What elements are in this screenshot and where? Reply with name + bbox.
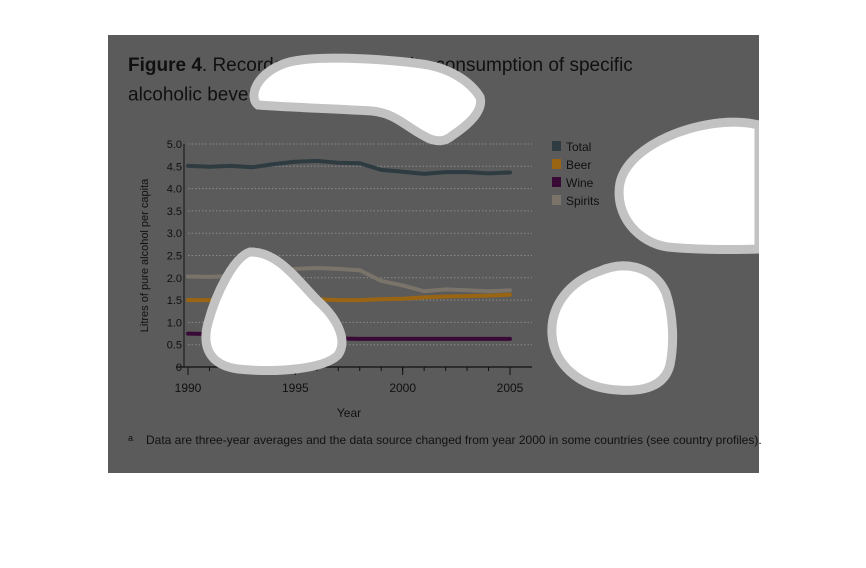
- figure-label: Figure 4: [128, 55, 202, 76]
- legend-swatch-beer: [552, 159, 561, 169]
- footnote: a Data are three-year averages and the da…: [128, 433, 762, 447]
- legend-label-total: Total: [566, 140, 591, 154]
- y-tick-label: 4.0: [167, 184, 182, 196]
- y-tick-label: 0: [176, 362, 182, 374]
- legend-label-spirits: Spirits: [566, 194, 599, 208]
- x-tick-label: 1990: [175, 381, 202, 395]
- legend-swatch-wine: [552, 177, 561, 187]
- axes: 0 0.5 1.0 1.5 2.0 2.5 3.0 3.5 4.0 4.5 5.0 1990 1995 2…: [139, 139, 532, 420]
- obscuring-shape: [614, 117, 759, 254]
- x-tick-label: 1995: [282, 381, 309, 395]
- y-tick-label: 4.5: [167, 161, 182, 173]
- obscuring-shape: [547, 261, 678, 395]
- legend: Total Beer Wine Spirits: [552, 140, 599, 208]
- footnote-text: Data are three-year averages and the dat…: [146, 433, 762, 447]
- x-tick-label: 2000: [389, 381, 416, 395]
- y-axis-title: Litres of pure alcohol per capita: [139, 178, 151, 332]
- x-tick-label: 2005: [497, 381, 524, 395]
- x-axis-title: Year: [337, 406, 361, 420]
- obscuring-shape: [249, 53, 486, 146]
- obscuring-shapes: [201, 53, 759, 395]
- y-tick-label: 5.0: [167, 139, 182, 151]
- legend-label-beer: Beer: [566, 158, 591, 172]
- figure-panel: Figure 4. Recorded adult per capita cons…: [108, 35, 762, 473]
- y-tick-label: 3.5: [167, 206, 182, 218]
- legend-swatch-spirits: [552, 195, 561, 205]
- y-tick-label: 0.5: [167, 340, 182, 352]
- y-tick-label: 2.0: [167, 273, 182, 285]
- line-chart: 0 0.5 1.0 1.5 2.0 2.5 3.0 3.5 4.0 4.5 5.0 1990 1995 2…: [139, 53, 759, 420]
- legend-swatch-total: [552, 141, 561, 151]
- obscuring-shape: [201, 247, 347, 375]
- y-tick-label: 3.0: [167, 228, 182, 240]
- series-line-total: [186, 158, 512, 176]
- y-tick-label: 1.0: [167, 317, 182, 329]
- legend-label-wine: Wine: [566, 176, 594, 190]
- footnote-marker: a: [128, 433, 134, 443]
- y-tick-label: 2.5: [167, 251, 182, 263]
- y-tick-label: 1.5: [167, 295, 182, 307]
